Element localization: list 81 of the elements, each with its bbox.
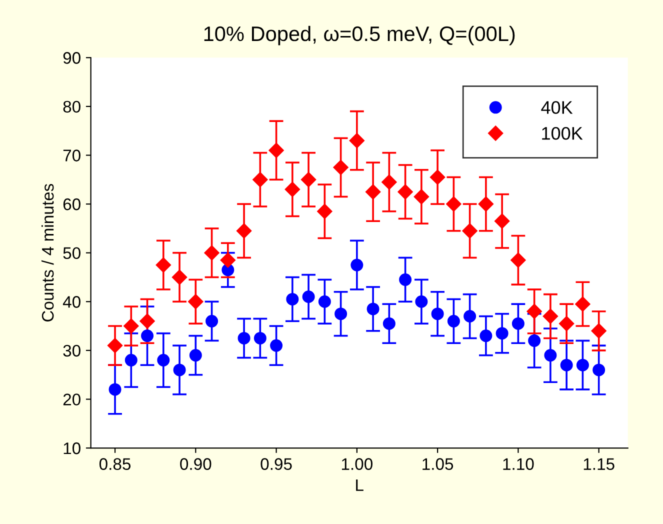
point — [108, 383, 122, 396]
x-tick-label: 1.05 — [422, 458, 454, 470]
point — [157, 354, 170, 366]
x-tick-label: 1.00 — [342, 458, 372, 470]
point — [349, 133, 364, 148]
y-tick-label: 60 — [63, 198, 80, 210]
point — [284, 182, 300, 197]
point — [365, 184, 381, 200]
point — [512, 317, 524, 330]
point — [382, 317, 396, 330]
point — [576, 358, 589, 372]
point — [107, 338, 123, 354]
point — [189, 349, 202, 362]
point — [478, 196, 494, 212]
point — [188, 294, 204, 310]
point — [350, 258, 364, 272]
point — [464, 310, 476, 323]
point — [592, 364, 606, 376]
point — [542, 308, 558, 324]
point — [318, 295, 331, 308]
y-tick-label: 80 — [63, 100, 80, 113]
y-tick-label: 30 — [63, 344, 80, 357]
point — [252, 172, 268, 188]
point — [204, 245, 220, 260]
legend-label: 40K — [541, 101, 573, 114]
point — [430, 170, 446, 185]
x-tick-label: 0.95 — [260, 458, 292, 470]
point — [254, 332, 266, 344]
y-tick-label: 50 — [63, 247, 80, 260]
x-tick-label: 0.90 — [180, 458, 212, 470]
point — [591, 323, 606, 338]
point — [366, 302, 380, 316]
point — [270, 339, 283, 352]
point — [333, 160, 348, 176]
y-tick-label: 70 — [63, 150, 80, 162]
y-axis-title: Counts / 4 minutes — [41, 184, 54, 322]
y-tick-label: 40 — [62, 296, 80, 308]
x-tick-label: 0.85 — [99, 458, 131, 470]
point — [544, 349, 557, 362]
point — [238, 332, 250, 344]
point — [206, 314, 218, 328]
point — [446, 196, 462, 212]
x-tick-label: 1.15 — [584, 458, 614, 470]
point — [414, 189, 430, 204]
point — [526, 304, 542, 319]
y-tick-label: 10 — [64, 442, 80, 454]
point — [286, 292, 299, 306]
point — [220, 252, 236, 268]
point — [528, 334, 541, 347]
point — [510, 252, 526, 268]
point — [236, 223, 252, 238]
point — [382, 174, 397, 190]
point — [172, 270, 188, 285]
point — [399, 273, 412, 286]
point — [496, 327, 508, 340]
point — [431, 308, 444, 320]
point — [480, 330, 492, 342]
point — [268, 142, 284, 158]
point — [398, 184, 413, 200]
y-tick-label: 20 — [63, 394, 80, 406]
point — [317, 204, 332, 219]
point — [300, 172, 316, 188]
point — [124, 318, 139, 334]
y-tick-label: 90 — [63, 52, 80, 64]
chart-title: 10% Doped, ω=0.5 meV, Q=(00L) — [204, 26, 515, 46]
point — [462, 223, 478, 238]
point — [124, 354, 138, 366]
point — [173, 364, 186, 376]
legend-label: 100K — [542, 126, 583, 140]
point — [334, 308, 348, 320]
point — [494, 214, 510, 229]
point — [302, 290, 315, 303]
point — [415, 295, 428, 308]
point — [575, 296, 590, 312]
x-axis-title: L — [356, 479, 364, 491]
point — [447, 314, 460, 328]
point — [560, 358, 573, 372]
x-tick-label: 1.10 — [503, 458, 534, 470]
point — [140, 314, 155, 329]
point — [559, 316, 574, 332]
point — [156, 257, 171, 273]
